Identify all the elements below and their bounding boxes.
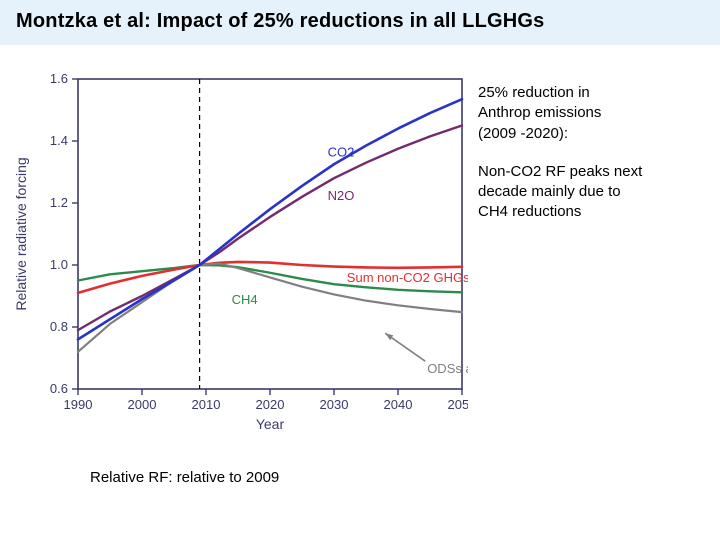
svg-text:ODSs and HFCs: ODSs and HFCs — [427, 361, 468, 376]
svg-text:1.0: 1.0 — [50, 257, 68, 272]
svg-text:2010: 2010 — [192, 397, 221, 412]
svg-text:1.4: 1.4 — [50, 133, 68, 148]
svg-text:1.2: 1.2 — [50, 195, 68, 210]
svg-text:2020: 2020 — [256, 397, 285, 412]
svg-text:1.6: 1.6 — [50, 71, 68, 86]
footnote: Relative RF: relative to 2009 — [90, 469, 720, 486]
result-text: Non-CO2 RF peaks next decade mainly due … — [478, 162, 702, 223]
svg-text:CH4: CH4 — [232, 292, 258, 307]
svg-text:CO2: CO2 — [328, 145, 355, 160]
svg-text:2040: 2040 — [384, 397, 413, 412]
chart-container: 0.6 0.8 1.0 1.2 1.4 1.6 1990 2000 2010 2020 2030 20… — [8, 69, 468, 439]
page-title: Montzka et al: Impact of 25% reductions … — [0, 0, 720, 45]
scenario-text: 25% reduction in Anthrop emissions (2009… — [478, 83, 702, 144]
svg-text:Sum non-CO2 GHGs: Sum non-CO2 GHGs — [347, 270, 468, 285]
right-column: 25% reduction in Anthrop emissions (2009… — [468, 69, 712, 439]
svg-text:Year: Year — [256, 416, 285, 432]
svg-text:2000: 2000 — [128, 397, 157, 412]
svg-text:2030: 2030 — [320, 397, 349, 412]
svg-text:N2O: N2O — [328, 188, 355, 203]
svg-text:1990: 1990 — [64, 397, 93, 412]
svg-text:Relative radiative forcing: Relative radiative forcing — [13, 157, 29, 310]
svg-text:0.6: 0.6 — [50, 381, 68, 396]
svg-text:0.8: 0.8 — [50, 319, 68, 334]
content-row: 0.6 0.8 1.0 1.2 1.4 1.6 1990 2000 2010 2020 2030 20… — [0, 45, 720, 447]
svg-text:2050: 2050 — [448, 397, 468, 412]
line-chart: 0.6 0.8 1.0 1.2 1.4 1.6 1990 2000 2010 2020 2030 20… — [8, 69, 468, 439]
